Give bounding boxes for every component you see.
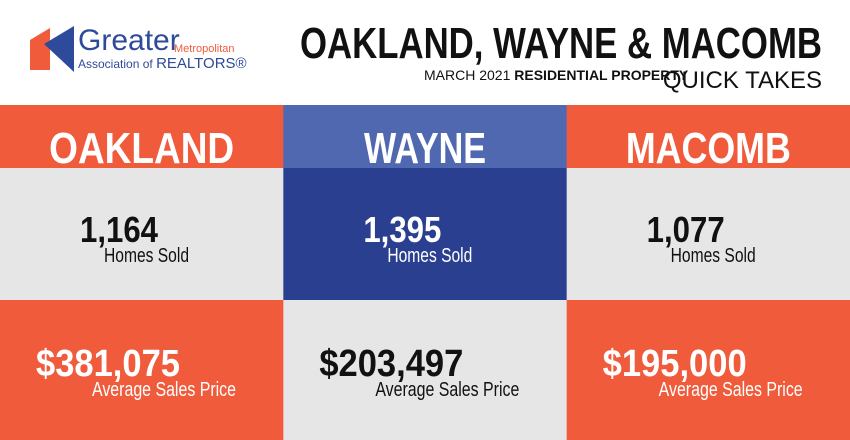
homes-cell — [0, 168, 284, 300]
title: OAKLAND, WAYNE & MACOMB — [300, 19, 822, 68]
logo-blue — [44, 26, 74, 72]
logo-line2: Association of REALTORS® — [78, 55, 247, 72]
avg-price: $381,075 — [36, 343, 180, 385]
logo-orange — [30, 28, 50, 70]
homes-sold: 1,077 — [647, 209, 725, 250]
county-name: OAKLAND — [49, 124, 234, 173]
homes-sold-label: Homes Sold — [104, 245, 189, 267]
property: RESIDENTIAL PROPERTY — [514, 67, 689, 83]
logo-line2-small: Association of — [78, 57, 153, 71]
name-cell — [566, 105, 850, 168]
homes-sold: 1,164 — [80, 209, 158, 250]
header-background — [0, 0, 850, 105]
avg-price: $203,497 — [319, 343, 463, 385]
date: MARCH 2021 — [424, 67, 511, 83]
homes-cell — [566, 168, 850, 300]
logo-word: Greater — [78, 24, 180, 57]
county-name: WAYNE — [364, 124, 486, 173]
homes-sold: 1,395 — [363, 209, 441, 250]
logo-small: Metropolitan — [174, 43, 235, 55]
county-name: MACOMB — [626, 124, 791, 173]
name-cell — [0, 105, 284, 168]
avg-price-label: Average Sales Price — [92, 379, 236, 401]
homes-sold-label: Homes Sold — [387, 245, 472, 267]
subtitle: MARCH 2021 RESIDENTIAL PROPERTY — [424, 67, 689, 83]
price-cell — [0, 300, 284, 440]
homes-sold-label: Homes Sold — [671, 245, 756, 267]
logo-line2-big: REALTORS® — [156, 55, 247, 72]
homes-cell — [283, 168, 568, 300]
price-cell — [566, 300, 850, 440]
avg-price: $195,000 — [603, 343, 747, 385]
price-cell — [283, 300, 568, 440]
avg-price-label: Average Sales Price — [375, 379, 519, 401]
name-cell — [283, 105, 568, 168]
tagline: QUICK TAKES — [663, 67, 822, 94]
avg-price-label: Average Sales Price — [659, 379, 803, 401]
logo: Greater Metropolitan Association of REAL… — [30, 24, 247, 72]
